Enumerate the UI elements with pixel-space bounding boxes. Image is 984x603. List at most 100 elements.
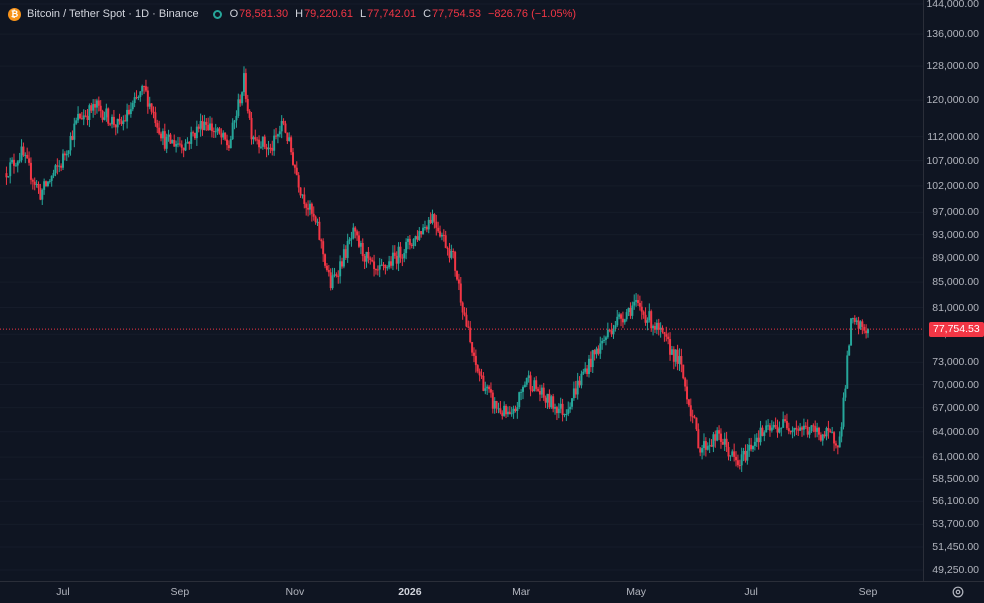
time-axis[interactable]: Jul Sep Nov 2026 Mar May Jul Sep [0, 581, 984, 603]
candle [586, 364, 589, 377]
settings-icon[interactable] [951, 585, 965, 599]
candle [331, 267, 334, 290]
candle [290, 135, 293, 156]
candle [848, 344, 851, 356]
candle [518, 391, 521, 410]
candle [410, 242, 413, 249]
candle [348, 237, 351, 245]
symbol-legend: ₿ Bitcoin / Tether Spot · 1D · Binance O… [8, 6, 583, 22]
candle [329, 268, 332, 291]
market-status-icon[interactable] [212, 9, 222, 19]
candle [795, 420, 798, 436]
candle [522, 385, 524, 400]
price-tick-label: 136,000.00 [926, 28, 979, 41]
candle [550, 394, 553, 409]
candle [422, 224, 425, 235]
candle [156, 119, 159, 134]
price-tick-label: 89,000.00 [932, 251, 979, 264]
candlestick-chart[interactable] [0, 0, 923, 581]
candle [190, 126, 193, 149]
candle [669, 332, 672, 361]
candle [855, 317, 858, 325]
candle [740, 447, 743, 472]
candle [702, 433, 705, 456]
candle [393, 245, 396, 259]
candle [344, 245, 347, 260]
candle [557, 403, 560, 419]
price-tick-label: 53,700.00 [932, 518, 979, 531]
candle [216, 127, 219, 135]
candle [650, 309, 653, 332]
candle [193, 132, 196, 140]
candle [173, 134, 176, 147]
candle [801, 425, 804, 437]
candle [542, 382, 545, 401]
candle [256, 136, 259, 145]
candle [482, 372, 485, 392]
time-tick-label: Jul [744, 586, 758, 598]
candle [205, 118, 208, 131]
chart-pane[interactable] [0, 0, 923, 581]
candle [689, 398, 692, 422]
candle [814, 420, 817, 438]
candle [691, 409, 694, 424]
candle [207, 117, 210, 131]
candle [39, 183, 42, 201]
candle [425, 225, 428, 233]
candle [525, 377, 528, 387]
candle [78, 113, 81, 120]
candle [60, 163, 63, 172]
candle [784, 415, 787, 423]
candle [712, 432, 715, 453]
candle [212, 127, 215, 138]
candle [614, 320, 617, 332]
candle [465, 307, 468, 328]
candle [69, 132, 72, 156]
candle [403, 248, 406, 263]
candle [610, 322, 613, 337]
candle [182, 147, 185, 158]
price-tick-label: 112,000.00 [927, 130, 979, 143]
candle [736, 454, 739, 468]
candle [220, 128, 223, 145]
candle [310, 202, 313, 222]
candle [18, 152, 21, 164]
price-axis[interactable]: 144,000.00 136,000.00 128,000.00 120,000.00… [923, 0, 984, 581]
candle [816, 422, 819, 438]
candle [770, 420, 773, 433]
candle [714, 430, 717, 448]
candle [725, 431, 728, 452]
symbol-title[interactable]: Bitcoin / Tether Spot · 1D · Binance [27, 8, 199, 20]
candle [16, 160, 19, 173]
time-tick-label: 2026 [398, 586, 422, 598]
candle [184, 139, 187, 152]
price-tick-label: 56,100.00 [932, 495, 979, 508]
candle [418, 227, 421, 242]
candle [226, 134, 229, 151]
candle [687, 398, 690, 408]
candle [244, 68, 247, 103]
candle [572, 381, 575, 401]
candle [75, 117, 78, 125]
candle [437, 221, 440, 233]
candle [616, 309, 619, 327]
candle [133, 92, 136, 108]
candle [657, 318, 660, 336]
candle [107, 107, 110, 126]
candle [161, 128, 164, 146]
candle [382, 262, 385, 271]
low-value: 77,742.01 [367, 8, 417, 20]
candle [454, 250, 457, 277]
candle [782, 411, 785, 428]
candle [337, 270, 340, 284]
candle [118, 113, 121, 125]
candle [631, 301, 634, 320]
candle [716, 427, 719, 442]
candle [120, 116, 123, 126]
price-tick-label: 58,500.00 [932, 473, 979, 486]
candle [342, 244, 345, 269]
candle [427, 217, 430, 234]
candle [850, 318, 853, 346]
candle [861, 319, 864, 335]
candle [723, 432, 726, 451]
